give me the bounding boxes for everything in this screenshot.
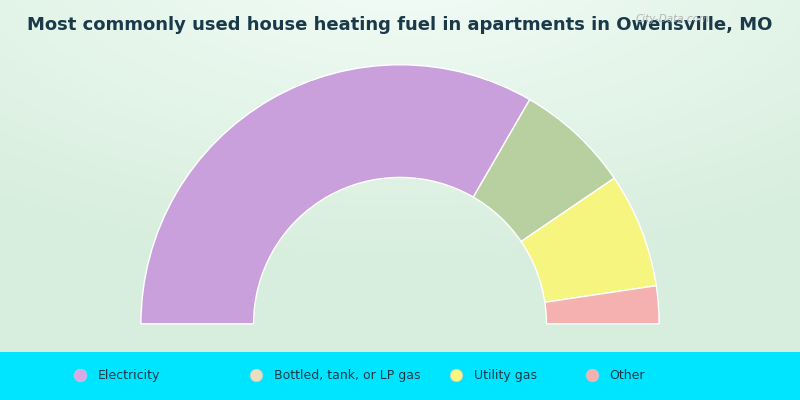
Text: Utility gas: Utility gas bbox=[474, 368, 537, 382]
Text: Electricity: Electricity bbox=[98, 368, 160, 382]
Text: Most commonly used house heating fuel in apartments in Owensville, MO: Most commonly used house heating fuel in… bbox=[27, 16, 773, 34]
Text: City-Data.com: City-Data.com bbox=[636, 14, 710, 24]
Text: Other: Other bbox=[610, 368, 645, 382]
Text: Bottled, tank, or LP gas: Bottled, tank, or LP gas bbox=[274, 368, 420, 382]
Wedge shape bbox=[521, 178, 656, 302]
Wedge shape bbox=[545, 286, 659, 324]
Wedge shape bbox=[474, 100, 614, 242]
Wedge shape bbox=[141, 65, 530, 324]
